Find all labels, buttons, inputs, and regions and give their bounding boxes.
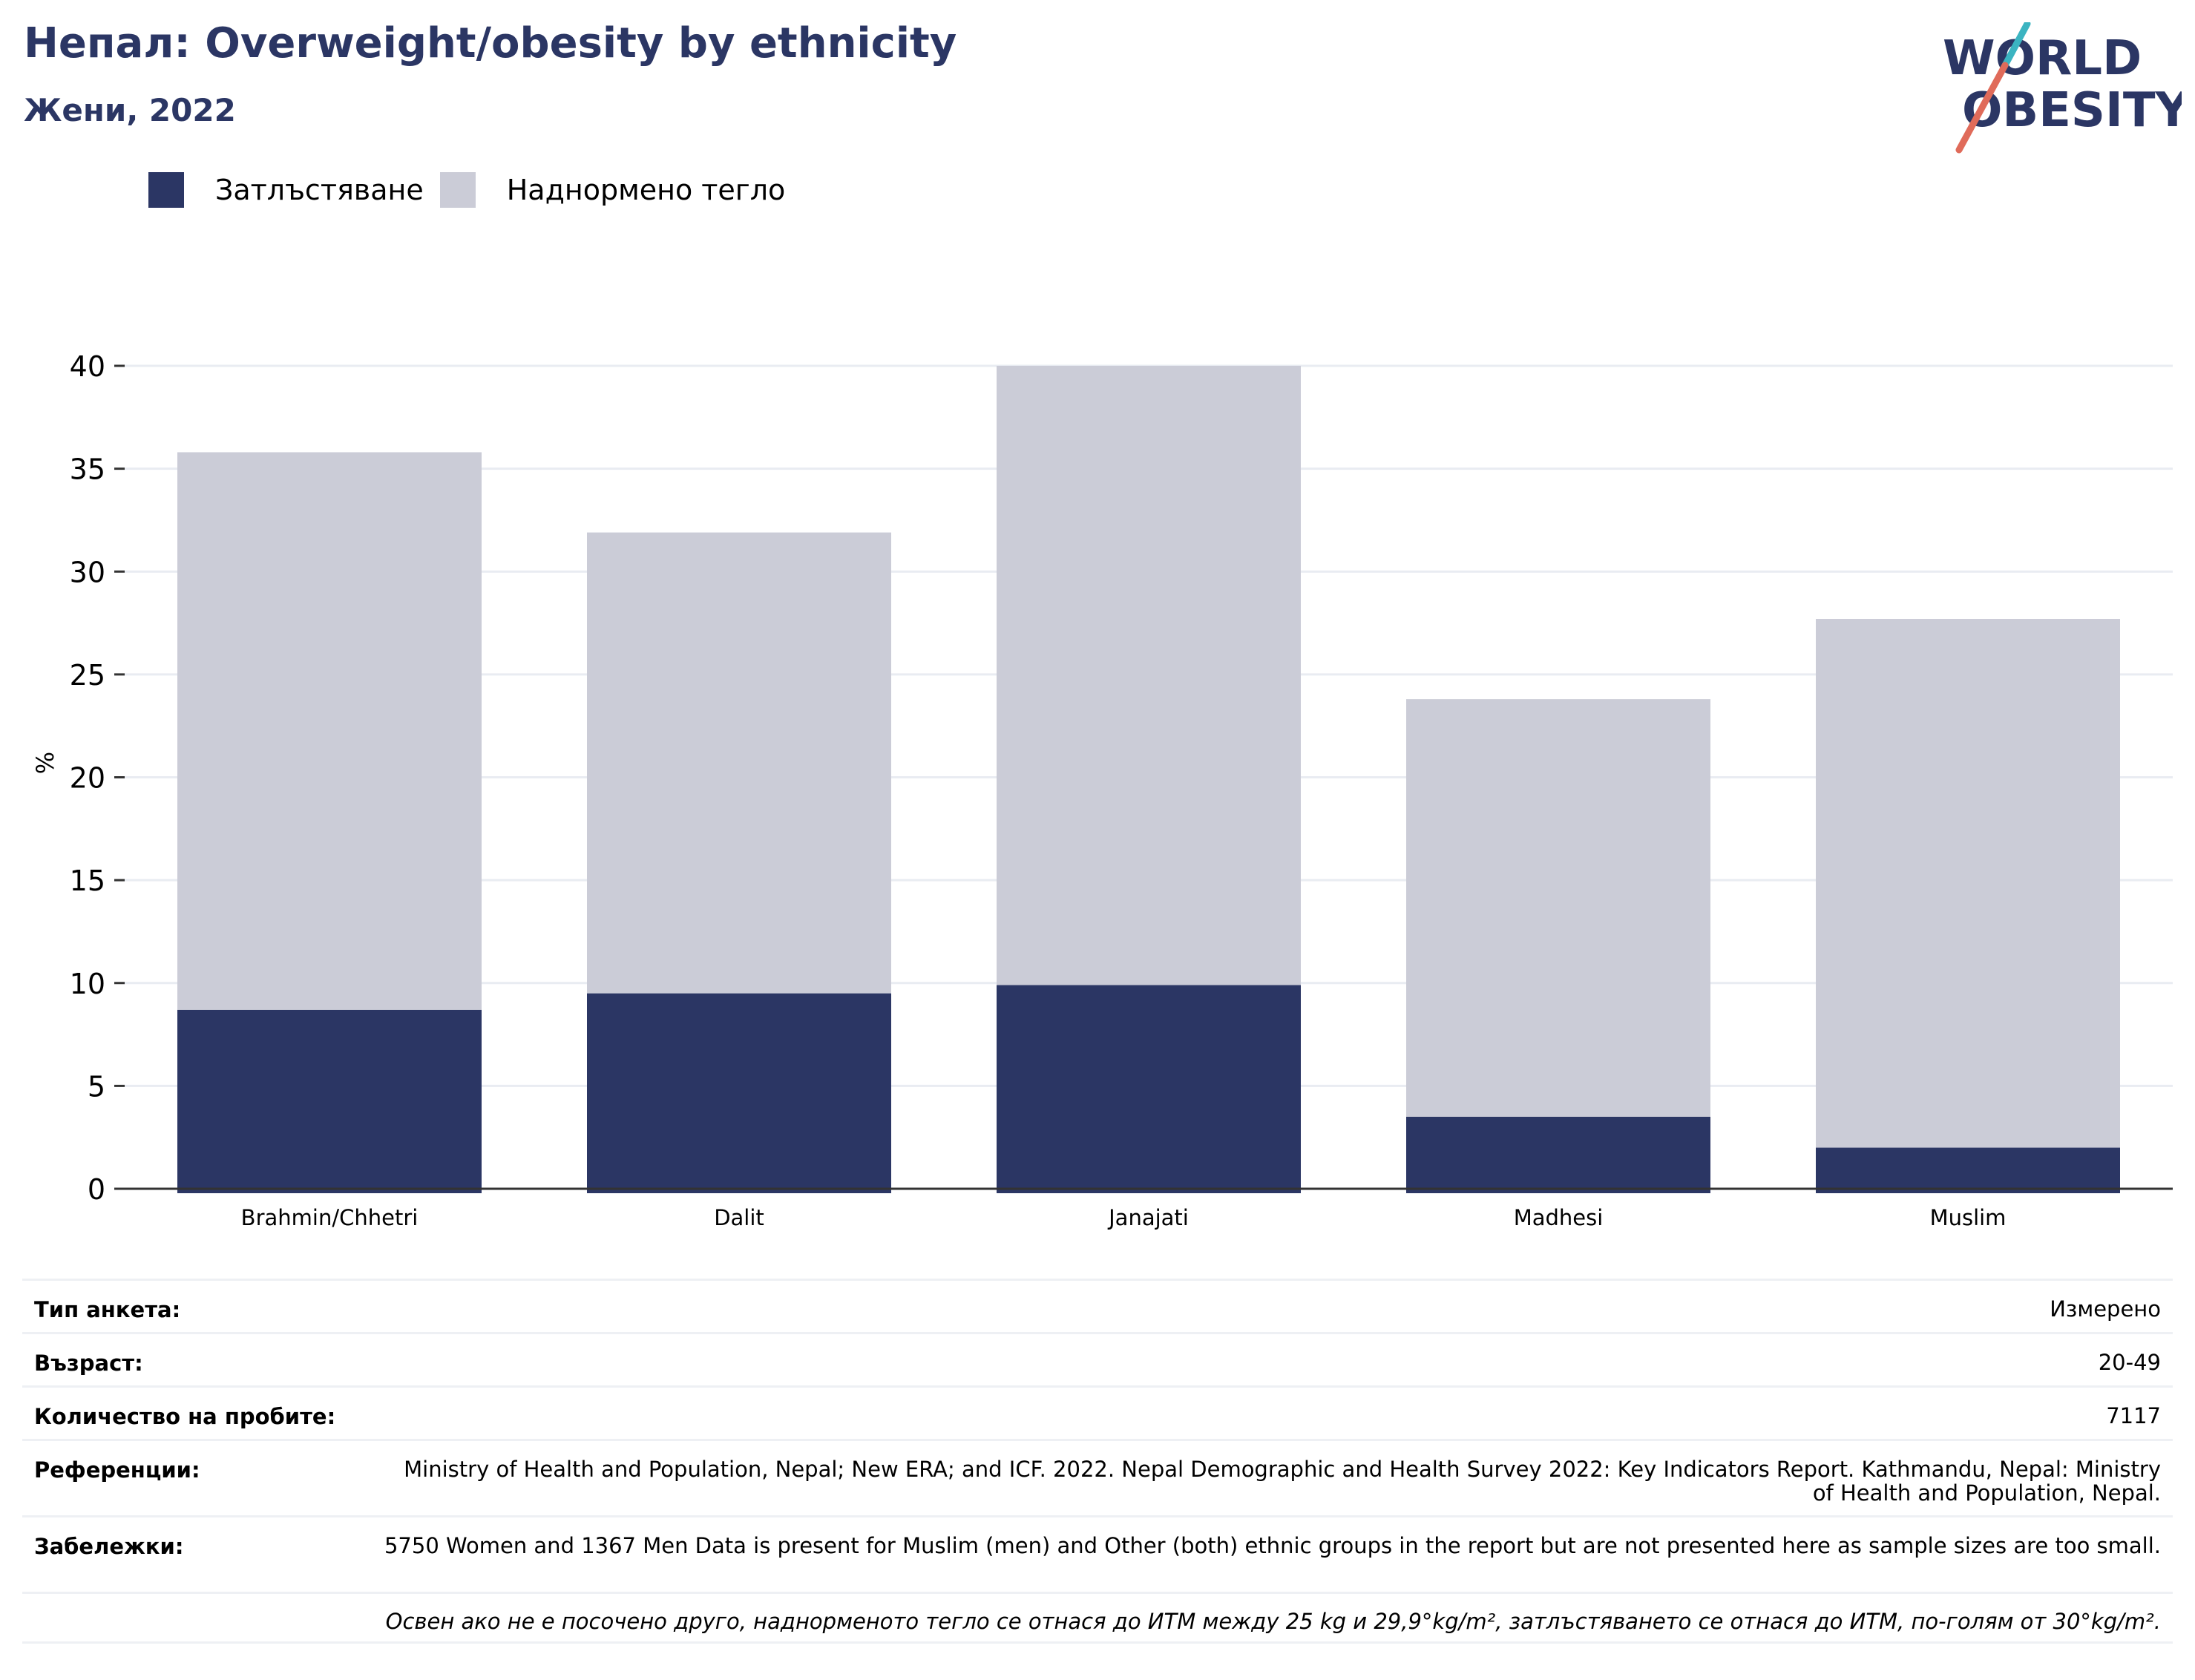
legend-item-obesity: Затлъстяване	[148, 172, 424, 208]
meta-row-notes: Забележки: 5750 Women and 1367 Men Data …	[22, 1515, 2173, 1592]
stacked-bar-chart: 0 5 10 15 20 25 30 35 40% Brahmin/Chhetri Dalit Jan…	[31, 350, 2173, 1230]
meta-value-sample-size: 7117	[2106, 1403, 2161, 1428]
meta-row-references: Референции: Ministry of Health and Popul…	[22, 1439, 2173, 1515]
meta-row-sample-size: Количество на пробите: 7117	[22, 1385, 2173, 1439]
x-tick-label: Dalit	[714, 1205, 764, 1230]
meta-key-survey-type: Тип анкета:	[34, 1297, 181, 1322]
logo-slash-coral	[1955, 62, 2009, 154]
x-tick-label: Muslim	[1930, 1205, 2007, 1230]
x-tick-label: Janajati	[1107, 1205, 1189, 1230]
legend-swatch-obesity	[148, 172, 184, 208]
legend-label-overweight: Наднормено тегло	[506, 174, 786, 206]
footnote: Освен ако не е посочено друго, наднормен…	[22, 1592, 2173, 1644]
y-tick-label: 30	[70, 556, 105, 588]
y-tick-label: 10	[70, 968, 105, 1000]
bar-segment-overweight	[997, 366, 1301, 985]
y-axis-label: %	[31, 752, 59, 774]
meta-value-age: 20-49	[2098, 1350, 2161, 1375]
meta-value-survey-type: Измерено	[2050, 1296, 2161, 1322]
y-tick-label: 40	[70, 350, 105, 383]
y-tick-label: 0	[88, 1173, 105, 1206]
page-title: Непал: Overweight/obesity by ethnicity	[24, 19, 957, 68]
meta-key-references: Референции:	[34, 1457, 200, 1483]
bar-segment-obesity	[587, 993, 891, 1193]
meta-value-notes: 5750 Women and 1367 Men Data is present …	[384, 1533, 2161, 1558]
bar-segment-overweight	[587, 532, 891, 994]
y-tick-label: 5	[88, 1070, 105, 1103]
legend-swatch-overweight	[439, 172, 476, 208]
bar-segment-overweight	[1406, 699, 1710, 1117]
x-tick-label: Madhesi	[1514, 1205, 1604, 1230]
y-tick-label: 15	[70, 864, 105, 897]
logo-slash-teal	[2001, 22, 2031, 69]
bar-segment-obesity	[1816, 1147, 2120, 1193]
chart-legend: Затлъстяване Наднормено тегло	[148, 171, 801, 209]
meta-row-survey-type: Тип анкета: Измерено	[22, 1279, 2173, 1332]
metadata-table: Тип анкета: Измерено Възраст: 20-49 Коли…	[22, 1279, 2173, 1644]
meta-value-references: Ministry of Health and Population, Nepal…	[404, 1457, 2161, 1506]
page-subtitle: Жени, 2022	[24, 92, 236, 128]
x-tick-label: Brahmin/Chhetri	[241, 1205, 419, 1230]
meta-key-notes: Забележки:	[34, 1534, 184, 1559]
y-tick-label: 35	[70, 453, 105, 486]
bar-segment-obesity	[997, 985, 1301, 1193]
bar-segment-obesity	[177, 1009, 482, 1193]
meta-row-age: Възраст: 20-49	[22, 1332, 2173, 1385]
logo-line-1: WORLD	[1943, 31, 2142, 86]
legend-label-obesity: Затлъстяване	[215, 174, 424, 206]
logo-line-2: OBESITY	[1962, 83, 2182, 138]
y-tick-label: 25	[70, 659, 105, 692]
meta-key-sample-size: Количество на пробите:	[34, 1404, 336, 1429]
world-obesity-logo: WORLD OBESITY	[1943, 22, 2182, 154]
bar-segment-obesity	[1406, 1116, 1710, 1193]
legend-item-overweight: Наднормено тегло	[439, 172, 786, 208]
bar-segment-overweight	[1816, 619, 2120, 1148]
bar-segment-overweight	[177, 452, 482, 1010]
meta-key-age: Възраст:	[34, 1351, 143, 1376]
y-tick-label: 20	[70, 762, 105, 795]
